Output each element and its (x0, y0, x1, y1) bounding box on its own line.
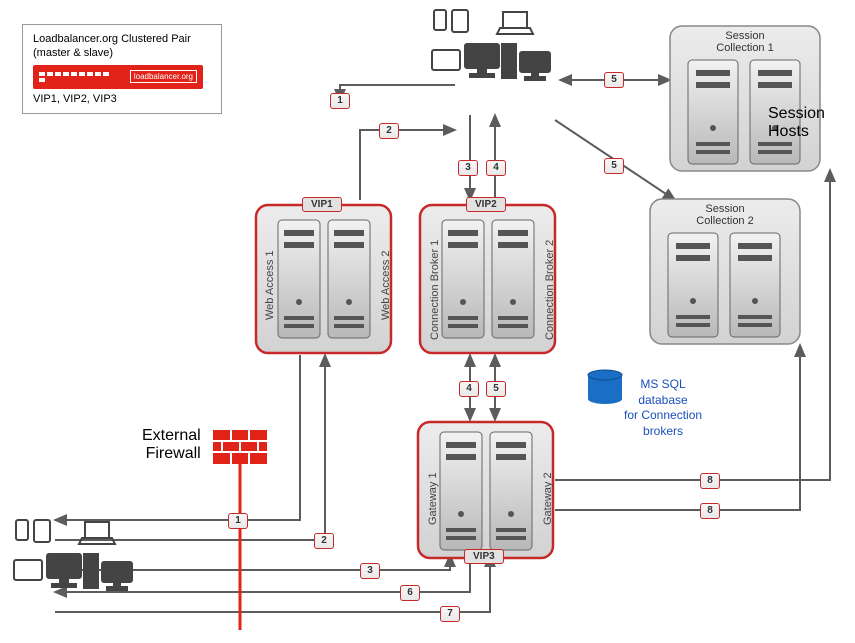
step-1a: 1 (330, 93, 350, 109)
step-1b: 1 (228, 513, 248, 529)
clients-top (432, 10, 550, 80)
step-8b: 8 (700, 503, 720, 519)
step-5b: 5 (604, 158, 624, 174)
firewall-icon (213, 430, 267, 630)
web-access-1-label: Web Access 1 (264, 251, 276, 321)
session2-title: Session Collection 2 (680, 203, 770, 227)
step-7: 7 (440, 606, 460, 622)
step-6: 6 (400, 585, 420, 601)
gateway-1-label: Gateway 1 (427, 472, 439, 525)
appliance-brand: loadbalancer.org (130, 70, 197, 83)
external-firewall-label: External Firewall (142, 427, 201, 463)
vip2-badge: VIP2 (466, 197, 506, 212)
legend-title: Loadbalancer.org Clustered Pair (33, 33, 211, 45)
conn-broker-1-label: Connection Broker 1 (429, 240, 441, 340)
step-2b: 2 (314, 533, 334, 549)
web-access-group (256, 205, 391, 353)
step-4b: 4 (459, 381, 479, 397)
clients-bottom (14, 520, 132, 590)
step-5c: 5 (486, 381, 506, 397)
legend-vip-list: VIP1, VIP2, VIP3 (33, 93, 211, 105)
db-label: MS SQL database for Connection brokers (624, 377, 702, 439)
loadbalancer-appliance-icon: loadbalancer.org (33, 65, 203, 89)
conn-broker-2-label: Connection Broker 2 (544, 240, 556, 340)
database-icon (588, 370, 622, 404)
vip3-badge: VIP3 (464, 549, 504, 564)
session-hosts-label: Session Hosts (768, 105, 855, 141)
legend-box: Loadbalancer.org Clustered Pair (master … (22, 24, 222, 114)
session1-title: Session Collection 1 (700, 30, 790, 54)
step-5a: 5 (604, 72, 624, 88)
vip1-badge: VIP1 (302, 197, 342, 212)
step-4a: 4 (486, 160, 506, 176)
legend-subtitle: (master & slave) (33, 47, 211, 59)
gateway-2-label: Gateway 2 (542, 472, 554, 525)
step-3b: 3 (360, 563, 380, 579)
web-access-2-label: Web Access 2 (380, 251, 392, 321)
step-2a: 2 (379, 123, 399, 139)
step-3a: 3 (458, 160, 478, 176)
step-8a: 8 (700, 473, 720, 489)
